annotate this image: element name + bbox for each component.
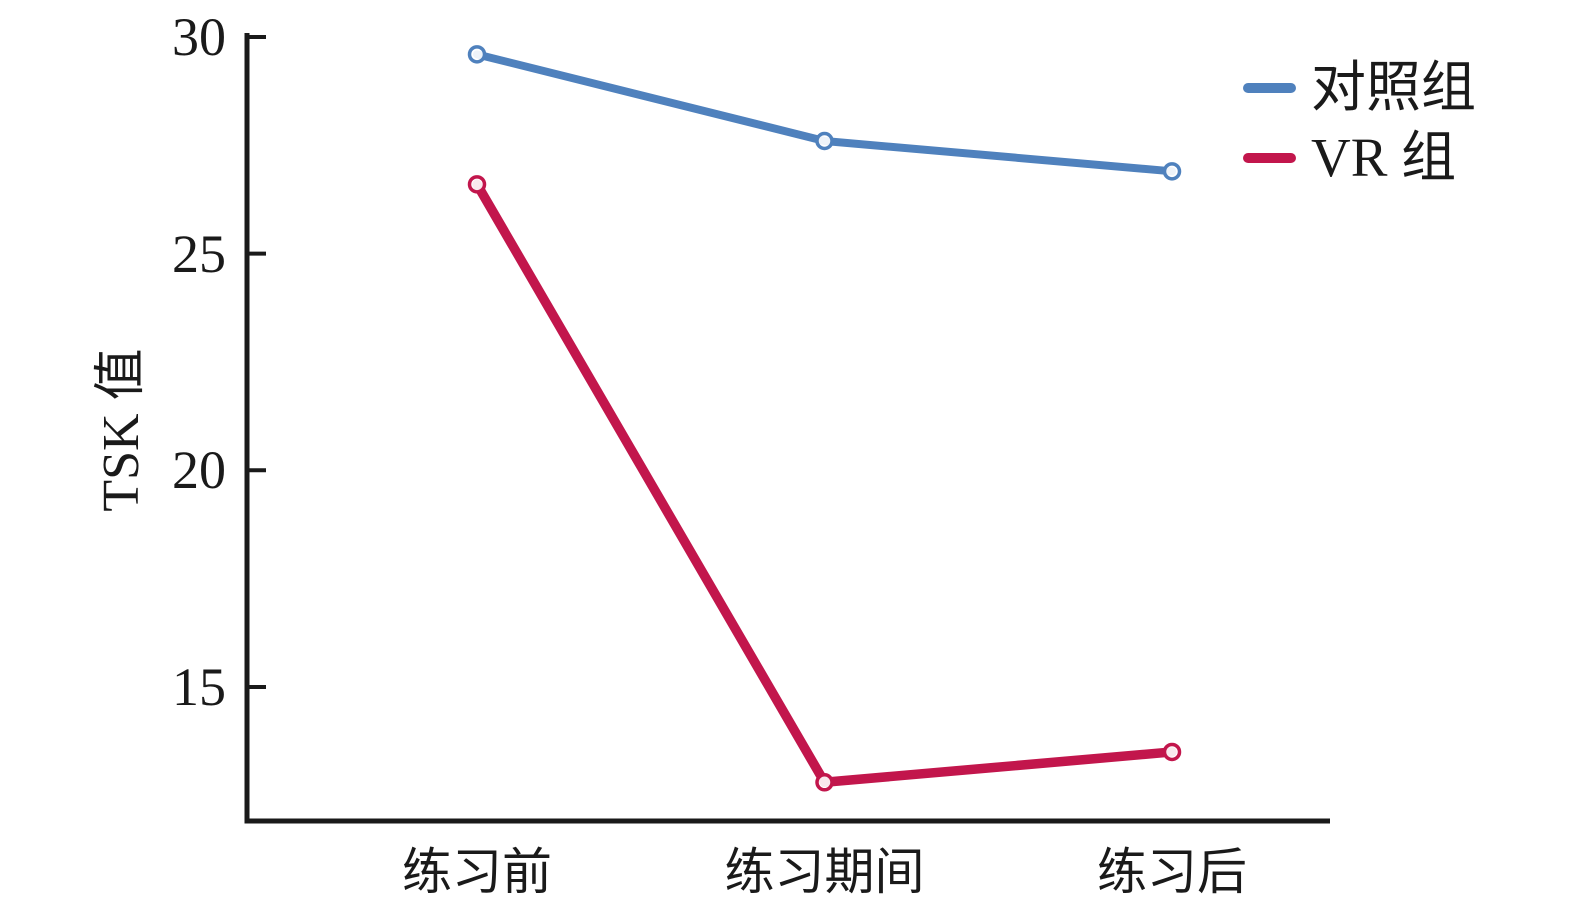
legend: 对照组 VR 组 bbox=[1243, 57, 1477, 189]
y-tick-label-15: 15 bbox=[172, 656, 226, 717]
line-swatch-icon bbox=[1243, 153, 1296, 163]
y-axis-title: TSK 值 bbox=[93, 348, 150, 512]
x-tick-label-post: 练习后 bbox=[1097, 844, 1247, 900]
y-tick-label-20: 20 bbox=[172, 440, 226, 501]
x-tick-label-pre: 练习前 bbox=[402, 844, 552, 900]
y-tick-label-30: 30 bbox=[172, 7, 226, 67]
x-tick-label-during: 练习期间 bbox=[724, 844, 925, 900]
line-swatch-icon bbox=[1243, 83, 1296, 93]
legend-label: VR 组 bbox=[1311, 127, 1457, 189]
legend-item-vr-group: VR 组 bbox=[1243, 127, 1476, 189]
y-tick-label-25: 25 bbox=[172, 223, 226, 284]
legend-item-control-group: 对照组 bbox=[1243, 57, 1477, 119]
legend-label: 对照组 bbox=[1311, 57, 1477, 119]
